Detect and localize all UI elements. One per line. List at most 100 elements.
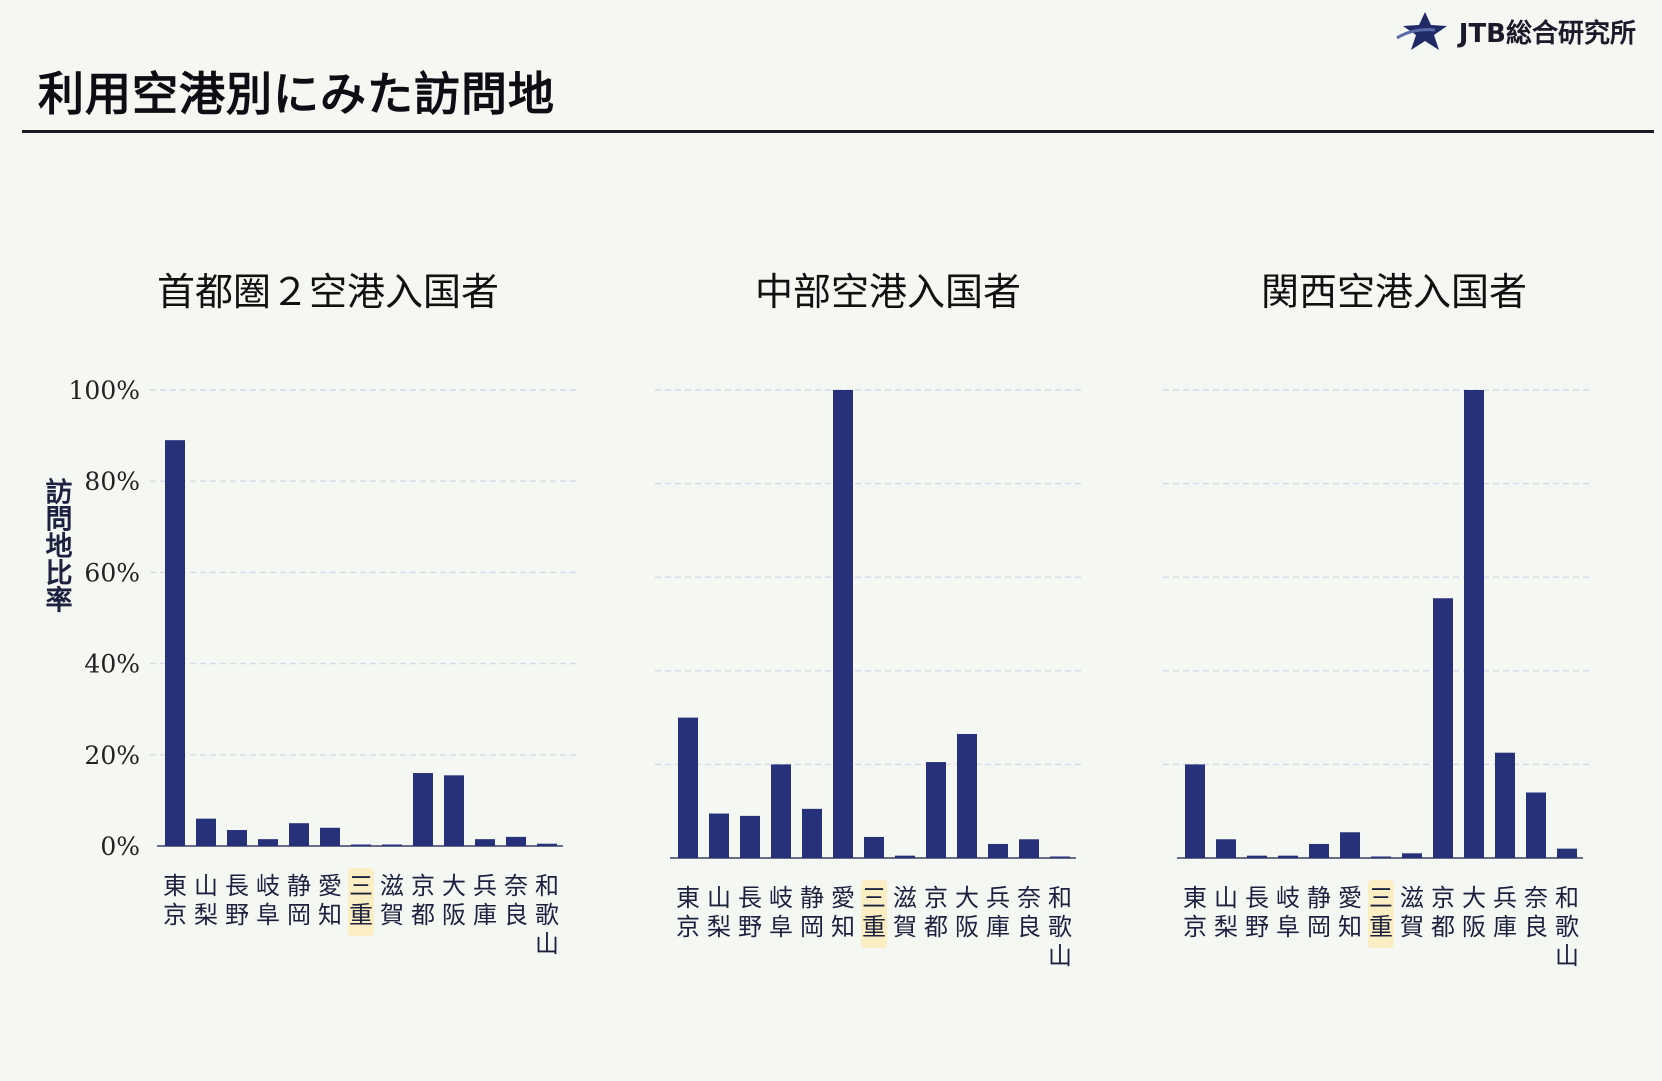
category-label: 和歌山: [1555, 884, 1579, 970]
chart-title: 関西空港入国者: [1261, 270, 1527, 314]
bar-滋賀: [1402, 853, 1422, 858]
bar-奈良: [1526, 792, 1546, 858]
category-label: 奈良: [504, 872, 528, 929]
bar-岐阜: [771, 764, 791, 858]
bar-三重: [1371, 856, 1391, 858]
bar-東京: [1185, 764, 1205, 858]
bar-滋賀: [382, 844, 402, 846]
bar-京都: [926, 762, 946, 858]
bar-山梨: [1216, 839, 1236, 858]
highlight-mie: [1368, 880, 1394, 948]
category-label: 山梨: [1214, 884, 1238, 941]
category-label: 和歌山: [1048, 884, 1072, 970]
bar-山梨: [709, 813, 729, 858]
bar-愛知: [320, 827, 340, 846]
category-label: 静岡: [800, 884, 824, 941]
category-label: 三重: [349, 872, 373, 929]
category-label: 滋賀: [893, 884, 917, 941]
bar-奈良: [1019, 839, 1039, 858]
category-label: 滋賀: [1400, 884, 1424, 941]
bar-東京: [678, 717, 698, 858]
category-label: 静岡: [1307, 884, 1331, 941]
bar-和歌山: [1050, 856, 1070, 858]
chart-title: 首都圏２空港入国者: [157, 270, 499, 314]
chart-1: 首都圏２空港入国者 100% 80% 60% 40% 20% 0% 訪問地比率東京山梨長野岐阜…: [41, 270, 580, 958]
category-label: 東京: [1183, 884, 1207, 941]
category-label: 奈良: [1017, 884, 1041, 941]
bar-長野: [1247, 855, 1267, 858]
y-tick-label: 100%: [69, 376, 140, 405]
bar-愛知: [833, 390, 853, 858]
bar-和歌山: [537, 843, 557, 846]
bar-岐阜: [258, 839, 278, 846]
bar-兵庫: [475, 839, 495, 846]
category-label: 愛知: [318, 872, 342, 929]
bar-山梨: [196, 818, 216, 846]
bar-奈良: [506, 836, 526, 846]
category-label: 静岡: [287, 872, 311, 929]
category-label: 山梨: [194, 872, 218, 929]
y-tick-label: 60%: [84, 558, 140, 587]
category-label: 京都: [924, 884, 948, 941]
category-label: 滋賀: [380, 872, 404, 929]
y-tick-label: 40%: [84, 650, 140, 679]
category-label: 和歌山: [535, 872, 559, 958]
category-label: 京都: [411, 872, 435, 929]
bar-京都: [1433, 598, 1453, 858]
logo-text: JTB総合研究所: [1458, 18, 1636, 49]
y-axis-label: 訪問地比率: [41, 476, 73, 612]
y-tick-label: 80%: [84, 467, 140, 496]
y-tick-label: 20%: [84, 741, 140, 770]
bar-東京: [165, 440, 185, 846]
category-label: 三重: [862, 884, 886, 941]
bar-兵庫: [988, 843, 1008, 858]
bar-静岡: [289, 823, 309, 846]
category-label: 三重: [1369, 884, 1393, 941]
highlight-mie: [348, 868, 374, 936]
category-label: 岐阜: [256, 872, 280, 929]
category-label: 山梨: [707, 884, 731, 941]
category-label: 東京: [676, 884, 700, 941]
category-label: 長野: [738, 884, 762, 941]
category-label: 愛知: [1338, 884, 1362, 941]
bar-兵庫: [1495, 752, 1515, 858]
category-label: 兵庫: [473, 872, 497, 929]
category-label: 兵庫: [1493, 884, 1517, 941]
bar-大阪: [1464, 390, 1484, 858]
chart-title: 中部空港入国者: [755, 270, 1021, 314]
category-label: 京都: [1431, 884, 1455, 941]
bar-愛知: [1340, 832, 1360, 858]
category-label: 長野: [1245, 884, 1269, 941]
category-label: 長野: [225, 872, 249, 929]
category-label: 大阪: [1462, 884, 1486, 941]
title-divider: [22, 130, 1654, 133]
page-title: 利用空港別にみた訪問地: [38, 67, 555, 121]
category-label: 奈良: [1524, 884, 1548, 941]
bar-長野: [740, 815, 760, 858]
bar-静岡: [1309, 843, 1329, 858]
bar-大阪: [444, 775, 464, 846]
bar-大阪: [957, 733, 977, 858]
category-label: 兵庫: [986, 884, 1010, 941]
bar-岐阜: [1278, 855, 1298, 858]
jtb-star-logo-icon: [1395, 12, 1447, 50]
category-label: 愛知: [831, 884, 855, 941]
category-label: 大阪: [955, 884, 979, 941]
bar-滋賀: [895, 855, 915, 858]
bar-長野: [227, 830, 247, 846]
logo: JTB総合研究所: [1395, 8, 1636, 54]
y-tick-label: 0%: [100, 832, 140, 861]
category-label: 岐阜: [1276, 884, 1300, 941]
bar-三重: [351, 844, 371, 846]
bar-京都: [413, 773, 433, 846]
bar-三重: [864, 836, 884, 858]
category-label: 東京: [163, 872, 187, 929]
bar-和歌山: [1557, 848, 1577, 858]
category-label: 岐阜: [769, 884, 793, 941]
highlight-mie: [861, 880, 887, 948]
bar-静岡: [802, 808, 822, 858]
category-label: 大阪: [442, 872, 466, 929]
